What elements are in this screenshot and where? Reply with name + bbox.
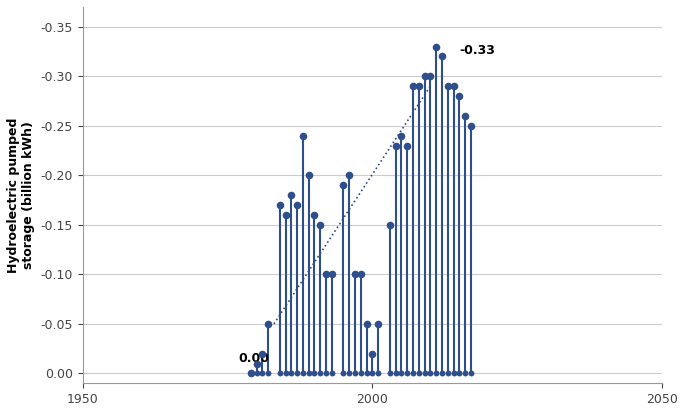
- Point: [344, 172, 355, 179]
- Point: [454, 370, 465, 377]
- Point: [280, 211, 291, 218]
- Point: [373, 320, 384, 327]
- Point: [262, 370, 273, 377]
- Point: [286, 370, 297, 377]
- Point: [245, 370, 256, 377]
- Point: [349, 271, 360, 278]
- Point: [373, 370, 384, 377]
- Point: [262, 320, 273, 327]
- Point: [408, 83, 419, 90]
- Point: [413, 370, 424, 377]
- Point: [251, 360, 262, 367]
- Point: [297, 133, 308, 139]
- Point: [251, 370, 262, 377]
- Point: [274, 370, 285, 377]
- Point: [390, 370, 401, 377]
- Point: [413, 83, 424, 90]
- Point: [436, 53, 447, 60]
- Point: [303, 172, 314, 179]
- Point: [396, 370, 407, 377]
- Point: [384, 221, 395, 228]
- Point: [292, 370, 303, 377]
- Point: [454, 93, 465, 100]
- Point: [448, 83, 459, 90]
- Point: [315, 370, 326, 377]
- Point: [390, 142, 401, 149]
- Point: [460, 113, 471, 119]
- Point: [419, 370, 430, 377]
- Point: [303, 370, 314, 377]
- Point: [401, 142, 412, 149]
- Point: [257, 370, 268, 377]
- Point: [436, 370, 447, 377]
- Point: [425, 73, 436, 80]
- Point: [286, 192, 297, 198]
- Point: [280, 370, 291, 377]
- Point: [338, 370, 349, 377]
- Point: [292, 202, 303, 208]
- Point: [425, 370, 436, 377]
- Point: [401, 370, 412, 377]
- Point: [315, 221, 326, 228]
- Point: [326, 370, 337, 377]
- Point: [431, 43, 442, 50]
- Point: [431, 370, 442, 377]
- Point: [367, 370, 378, 377]
- Point: [367, 350, 378, 357]
- Point: [257, 350, 268, 357]
- Point: [344, 370, 355, 377]
- Point: [326, 271, 337, 278]
- Point: [356, 271, 366, 278]
- Text: -0.33: -0.33: [460, 45, 495, 57]
- Point: [419, 73, 430, 80]
- Point: [443, 370, 453, 377]
- Point: [245, 370, 256, 377]
- Point: [361, 370, 372, 377]
- Point: [465, 123, 476, 129]
- Point: [396, 133, 407, 139]
- Text: 0.00: 0.00: [238, 351, 269, 365]
- Point: [309, 370, 320, 377]
- Point: [349, 370, 360, 377]
- Point: [465, 370, 476, 377]
- Point: [274, 202, 285, 208]
- Point: [384, 370, 395, 377]
- Y-axis label: Hydroelectric pumped
storage (billion kWh): Hydroelectric pumped storage (billion kW…: [7, 117, 35, 273]
- Point: [361, 320, 372, 327]
- Point: [321, 271, 332, 278]
- Point: [297, 370, 308, 377]
- Point: [448, 370, 459, 377]
- Point: [356, 370, 366, 377]
- Point: [408, 370, 419, 377]
- Point: [443, 83, 453, 90]
- Point: [338, 182, 349, 189]
- Point: [460, 370, 471, 377]
- Point: [309, 211, 320, 218]
- Point: [321, 370, 332, 377]
